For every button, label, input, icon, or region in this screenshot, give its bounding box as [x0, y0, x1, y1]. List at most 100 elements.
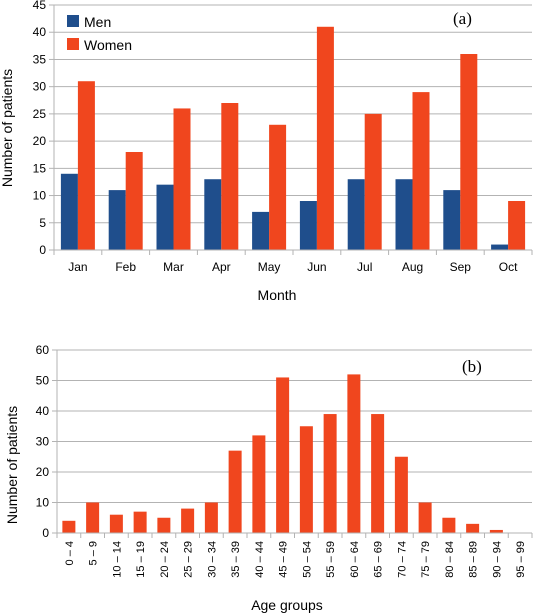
x-tick-label: 15 – 19	[135, 541, 147, 578]
bar-women-mar	[173, 108, 191, 250]
y-tick-label: 20	[33, 134, 47, 148]
bar-age-15	[418, 502, 432, 533]
y-tick-label: 0	[42, 526, 49, 540]
bar-men-oct	[491, 244, 509, 250]
y-tick-label: 5	[39, 216, 46, 230]
x-tick-label: Jan	[68, 260, 87, 274]
chart-a-x-axis-label: Month	[258, 287, 297, 303]
bar-women-jun	[316, 26, 334, 251]
bar-age-7	[228, 450, 242, 533]
chart-b-y-axis-label: Number of patients	[4, 406, 20, 524]
bar-men-sep	[443, 190, 461, 250]
x-tick-label: 90 – 94	[491, 541, 503, 578]
x-tick-label: 20 – 24	[159, 541, 171, 578]
x-tick-label: Apr	[212, 260, 231, 274]
bar-women-feb	[125, 152, 143, 250]
x-tick-label: 0 – 4	[64, 541, 76, 565]
bar-women-may	[269, 124, 287, 250]
bar-age-1	[86, 502, 100, 533]
chart-a-y-tick-labels: 0 5 10 15 20 25 30 35 40 45	[33, 0, 47, 257]
chart-a-x-tick-labels: Jan Feb Mar Apr May Jun Jul Aug Sep Oct	[68, 260, 518, 274]
legend-swatch-men	[67, 15, 79, 27]
bar-men-jul	[347, 179, 365, 250]
chart-b-gridlines	[52, 349, 532, 534]
y-tick-label: 30	[33, 80, 47, 94]
bar-age-11	[323, 414, 337, 533]
x-tick-label: 45 – 49	[278, 541, 290, 578]
chart-b-x-axis-label: Age groups	[251, 597, 323, 613]
bar-age-2	[109, 514, 123, 533]
bar-men-aug	[395, 179, 413, 250]
y-tick-label: 10	[33, 189, 47, 203]
bar-women-aug	[412, 92, 430, 250]
bar-men-feb	[108, 190, 126, 250]
bar-age-18	[489, 529, 503, 533]
chart-b-bars	[62, 374, 503, 533]
bar-men-may	[252, 211, 270, 250]
y-tick-label: 35	[33, 52, 47, 66]
bar-age-14	[394, 456, 408, 533]
bar-women-oct	[508, 201, 526, 250]
x-tick-label: Aug	[402, 260, 423, 274]
x-tick-label: 75 – 79	[420, 541, 432, 578]
chart-b-y-tick-labels: 0 10 20 30 40 50 60	[36, 343, 50, 540]
bar-age-10	[299, 426, 313, 533]
bar-men-jan	[60, 173, 78, 250]
y-tick-label: 60	[36, 343, 50, 357]
x-tick-label: Sep	[450, 260, 472, 274]
y-tick-label: 50	[36, 374, 50, 388]
x-tick-label: 40 – 44	[254, 541, 266, 578]
chart-a-y-axis-label: Number of patients	[0, 69, 15, 187]
chart-a-axes	[53, 5, 533, 255]
bar-men-apr	[204, 179, 222, 250]
x-tick-label: 70 – 74	[396, 541, 408, 578]
legend-swatch-women	[67, 38, 79, 50]
y-tick-label: 20	[36, 465, 50, 479]
bar-age-17	[466, 523, 480, 533]
bar-women-jan	[77, 81, 95, 250]
bar-age-0	[62, 520, 76, 533]
y-tick-label: 25	[33, 107, 47, 121]
chart-a-bars	[60, 26, 526, 251]
chart-b-panel-label: (b)	[462, 357, 482, 376]
bar-age-6	[204, 502, 218, 533]
x-tick-label: 5 – 9	[88, 541, 100, 565]
chart-b-x-tick-labels: 0 – 4 5 – 9 10 – 14 15 – 19 20 – 24 25 – 29 30…	[64, 541, 527, 578]
x-tick-label: 25 – 29	[183, 541, 195, 578]
x-tick-label: 80 – 84	[444, 541, 456, 578]
chart-a: 0 5 10 15 20 25 30 35 40 45 Jan Feb Mar Apr May Jun Jul…	[0, 0, 533, 303]
x-tick-label: 35 – 39	[230, 541, 242, 578]
legend-label-men: Men	[84, 14, 111, 30]
x-tick-label: 60 – 64	[349, 541, 361, 578]
y-tick-label: 0	[39, 243, 46, 257]
x-tick-label: Jul	[357, 260, 372, 274]
bar-women-apr	[221, 103, 239, 250]
x-tick-label: Jun	[307, 260, 326, 274]
bar-age-5	[181, 508, 195, 533]
x-tick-label: Feb	[115, 260, 136, 274]
x-tick-label: Mar	[163, 260, 184, 274]
bar-women-sep	[460, 54, 478, 250]
x-tick-label: 50 – 54	[301, 541, 313, 578]
bar-age-16	[442, 517, 456, 533]
bar-age-3	[133, 511, 147, 533]
y-tick-label: 45	[33, 0, 47, 12]
chart-b: 0 10 20 30 40 50 60 0 – 4 5 – 9 10 – 14 15 – 19 20…	[4, 343, 533, 613]
bar-age-13	[371, 414, 385, 533]
x-tick-label: 85 – 89	[468, 541, 480, 578]
x-tick-label: 95 – 99	[515, 541, 527, 578]
bar-men-mar	[156, 184, 174, 250]
bar-age-12	[347, 374, 361, 533]
y-tick-label: 40	[36, 404, 50, 418]
legend-label-women: Women	[84, 37, 132, 53]
bar-age-4	[157, 517, 171, 533]
chart-b-axes	[56, 350, 533, 538]
x-tick-label: May	[258, 260, 281, 274]
x-tick-label: 65 – 69	[373, 541, 385, 578]
y-tick-label: 40	[33, 25, 47, 39]
y-tick-label: 15	[33, 161, 47, 175]
y-tick-label: 30	[36, 435, 50, 449]
chart-a-legend: Men Women	[67, 14, 132, 53]
bar-age-9	[276, 377, 290, 533]
